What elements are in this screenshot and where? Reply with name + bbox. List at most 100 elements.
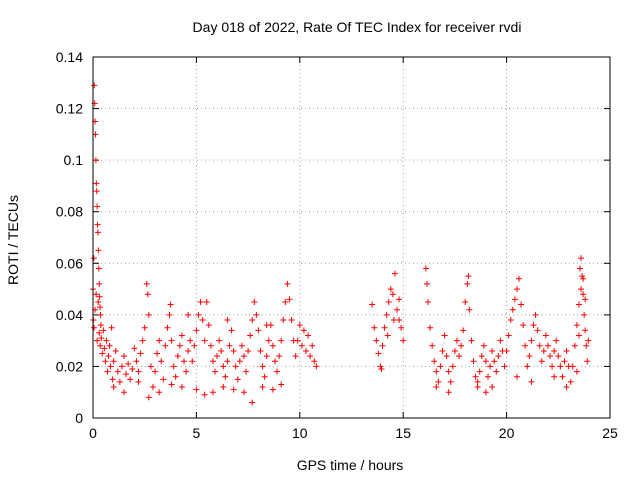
data-point [580, 291, 587, 298]
data-point [468, 337, 475, 344]
data-point [193, 386, 200, 393]
data-point [214, 353, 221, 360]
data-point [226, 342, 233, 349]
data-point [307, 353, 314, 360]
data-point [234, 376, 241, 383]
data-point [154, 350, 161, 357]
data-point [493, 368, 500, 375]
data-point [228, 327, 235, 334]
data-point [381, 324, 388, 331]
data-point [209, 358, 216, 365]
data-point [551, 347, 558, 354]
data-point [429, 342, 436, 349]
data-point [152, 368, 159, 375]
data-point [185, 311, 192, 318]
data-point [110, 384, 117, 391]
x-tick-label: 20 [499, 425, 515, 441]
data-point [398, 324, 405, 331]
data-point [585, 337, 592, 344]
data-point [431, 358, 438, 365]
data-point [96, 280, 103, 287]
data-point [93, 291, 100, 298]
data-point [371, 324, 378, 331]
data-point [101, 345, 108, 352]
data-point [145, 311, 152, 318]
data-point [282, 298, 289, 305]
data-point [474, 384, 481, 391]
data-point [559, 373, 566, 380]
data-point [377, 363, 384, 370]
data-point [125, 360, 132, 367]
data-point [292, 353, 299, 360]
data-point [375, 350, 382, 357]
data-point [563, 384, 570, 391]
data-point [94, 203, 101, 210]
data-point [263, 353, 270, 360]
data-point [396, 317, 403, 324]
data-point [97, 342, 104, 349]
data-point [232, 363, 239, 370]
data-point [526, 353, 533, 360]
data-point [445, 368, 452, 375]
data-point [168, 381, 175, 388]
data-point [280, 317, 287, 324]
data-point [464, 280, 471, 287]
data-point [129, 366, 136, 373]
data-point [520, 322, 527, 329]
data-point [261, 373, 268, 380]
data-point [97, 311, 104, 318]
data-point [100, 327, 107, 334]
data-point [311, 358, 318, 365]
data-point [238, 342, 245, 349]
data-point [143, 280, 150, 287]
data-point [284, 280, 291, 287]
data-point [571, 342, 578, 349]
data-point [271, 358, 278, 365]
data-point [216, 337, 223, 344]
data-point [447, 378, 454, 385]
data-point [145, 394, 152, 401]
data-point [172, 373, 179, 380]
data-point [135, 368, 142, 375]
x-tick-label: 5 [193, 425, 201, 441]
data-point [160, 376, 167, 383]
data-point [139, 337, 146, 344]
data-point [156, 389, 163, 396]
data-point [168, 337, 175, 344]
data-point [149, 384, 156, 391]
y-tick-label: 0.06 [56, 255, 83, 271]
data-point [201, 391, 208, 398]
data-point [123, 371, 130, 378]
data-point [103, 337, 110, 344]
data-point [393, 306, 400, 313]
y-tick-label: 0.12 [56, 101, 83, 117]
data-point [573, 368, 580, 375]
data-point [178, 384, 185, 391]
y-tick-label: 0.14 [56, 49, 83, 65]
x-tick-label: 15 [395, 425, 411, 441]
y-axis-label: ROTI / TECUs [5, 195, 21, 285]
data-point [251, 298, 258, 305]
data-point [164, 324, 171, 331]
data-point [551, 373, 558, 380]
data-point [269, 342, 276, 349]
data-point [577, 265, 584, 272]
data-point [278, 381, 285, 388]
data-point [276, 353, 283, 360]
x-tick-label: 25 [602, 425, 618, 441]
tick-labels: 0 5 10 15 20 25 0 0.02 0.04 0.06 0.08 0.1 0.12 0.14 [56, 49, 618, 441]
data-point [170, 363, 177, 370]
data-point [482, 389, 489, 396]
data-point [180, 358, 187, 365]
data-point [445, 389, 452, 396]
data-point [528, 378, 535, 385]
data-point [265, 337, 272, 344]
data-point [131, 345, 138, 352]
data-point [513, 286, 520, 293]
data-point [443, 353, 450, 360]
data-point [580, 275, 587, 282]
data-point [542, 332, 549, 339]
data-point [121, 353, 128, 360]
data-point [224, 317, 231, 324]
data-point [108, 324, 115, 331]
